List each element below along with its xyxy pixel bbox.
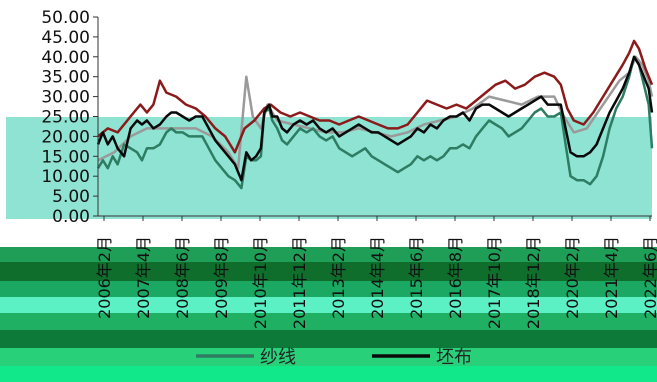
- y-tick-label: 35.00: [41, 68, 90, 88]
- x-tick-label: 2016年8月: [446, 236, 465, 319]
- x-axis-ticks: 2006年2月 2007年4月 2008年6月 2009年8月 2010年10月 2011…: [95, 216, 657, 329]
- y-axis-ticks: 0.005.0010.0015.0020.0025.0030.0035.0040…: [41, 8, 98, 227]
- background-band: [0, 247, 657, 262]
- x-tick-label: 2010年10月: [251, 236, 270, 329]
- x-tick-label: 2022年6月: [641, 236, 657, 319]
- y-tick-label: 30.00: [41, 88, 90, 108]
- background-band: [0, 281, 657, 297]
- x-tick-label: 2009年8月: [212, 236, 231, 319]
- y-tick-label: 15.00: [41, 147, 90, 167]
- background-band: [0, 366, 657, 382]
- x-tick-label: 2008年6月: [173, 236, 192, 319]
- y-tick-label: 50.00: [41, 8, 90, 28]
- x-tick-label: 2007年4月: [134, 236, 153, 319]
- background-band: [0, 297, 657, 313]
- x-tick-label: 2020年2月: [563, 236, 582, 319]
- series-line-坯布: [96, 55, 654, 182]
- x-tick-label: 2017年10月: [485, 236, 504, 329]
- x-tick-label: 2018年12月: [524, 236, 543, 329]
- legend: 纱线 坯布: [196, 347, 472, 368]
- y-tick-label: 40.00: [41, 48, 90, 68]
- y-tick-label: 25.00: [41, 108, 90, 128]
- x-tick-label: 2015年6月: [407, 236, 426, 319]
- y-tick-label: 0.00: [52, 207, 90, 227]
- background-band: [0, 348, 657, 366]
- y-tick-label: 45.00: [41, 28, 90, 48]
- y-tick-label: 20.00: [41, 127, 90, 147]
- series-layer: [96, 39, 654, 190]
- series-line-series-2: [97, 39, 654, 154]
- legend-label: 纱线: [260, 347, 296, 368]
- x-tick-label: 2011年12月: [290, 236, 309, 329]
- background-band: [0, 330, 657, 348]
- legend-label: 坯布: [436, 347, 472, 368]
- background-band: [0, 313, 657, 330]
- background-band: [0, 262, 657, 281]
- y-tick-label: 5.00: [52, 187, 90, 207]
- series-line-纱线: [96, 55, 654, 190]
- x-tick-label: 2014年4月: [368, 236, 387, 319]
- background-bands: [0, 117, 657, 382]
- x-tick-label: 2021年4月: [602, 236, 621, 319]
- x-tick-label: 2013年2月: [329, 236, 348, 319]
- y-tick-label: 10.00: [41, 167, 90, 187]
- x-tick-label: 2006年2月: [95, 236, 114, 319]
- plot-band: [6, 117, 652, 219]
